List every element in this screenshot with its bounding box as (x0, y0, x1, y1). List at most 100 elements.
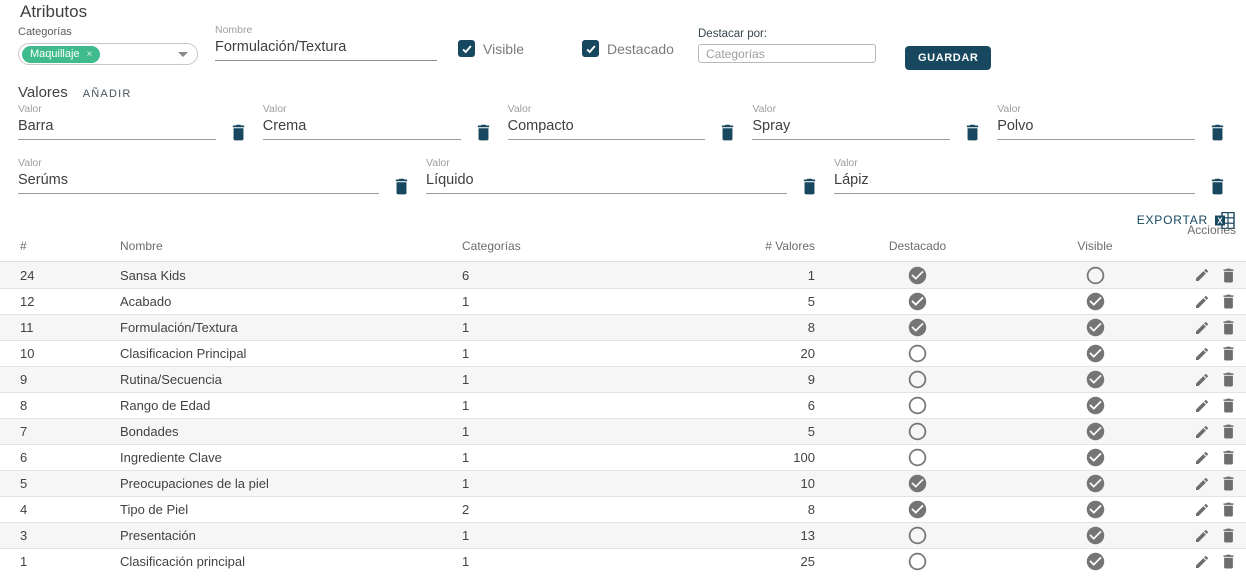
empty-circle-icon[interactable] (907, 447, 928, 468)
value-input[interactable]: Barra (18, 118, 216, 140)
check-circle-icon[interactable] (907, 317, 928, 338)
value-field-label: Valor (426, 157, 450, 169)
delete-value-icon[interactable] (1209, 177, 1226, 196)
empty-circle-icon[interactable] (907, 369, 928, 390)
edit-icon[interactable] (1194, 398, 1210, 414)
delete-icon[interactable] (1221, 527, 1236, 544)
visible-checkbox[interactable] (458, 40, 475, 57)
value-field: Valor Lápiz (834, 157, 1242, 196)
delete-icon[interactable] (1221, 449, 1236, 466)
value-input[interactable]: Compacto (507, 118, 706, 140)
save-button[interactable]: GUARDAR (905, 46, 992, 70)
row-categories: 1 (462, 372, 470, 387)
check-circle-icon[interactable] (1085, 395, 1106, 416)
delete-value-icon[interactable] (1209, 123, 1226, 142)
delete-icon[interactable] (1221, 423, 1236, 440)
row-values-count: 13 (800, 528, 815, 543)
value-input[interactable]: Spray (752, 118, 951, 140)
value-field: Valor Spray (752, 103, 997, 142)
featured-checkbox-group[interactable]: Destacado (582, 40, 674, 57)
delete-icon[interactable] (1221, 501, 1236, 518)
delete-icon[interactable] (1221, 345, 1236, 362)
delete-icon[interactable] (1221, 553, 1236, 570)
visible-checkbox-group[interactable]: Visible (458, 40, 524, 57)
check-circle-icon[interactable] (1085, 317, 1106, 338)
row-name: Preocupaciones de la piel (120, 476, 269, 491)
row-values-count: 9 (807, 372, 815, 387)
edit-icon[interactable] (1194, 476, 1210, 492)
delete-value-icon[interactable] (393, 177, 410, 196)
value-input[interactable]: Líquido (426, 172, 787, 194)
category-chip[interactable]: Maquillaje × (22, 45, 101, 63)
feature-by-input[interactable] (698, 44, 876, 63)
row-name: Formulación/Textura (120, 320, 238, 335)
edit-icon[interactable] (1194, 554, 1210, 570)
row-featured-status (815, 291, 1020, 312)
delete-icon[interactable] (1221, 397, 1236, 414)
edit-icon[interactable] (1194, 528, 1210, 544)
check-circle-icon[interactable] (907, 291, 928, 312)
edit-icon[interactable] (1194, 372, 1210, 388)
delete-icon[interactable] (1221, 371, 1236, 388)
value-input[interactable]: Serúms (18, 172, 379, 194)
check-circle-icon[interactable] (1085, 525, 1106, 546)
delete-icon[interactable] (1221, 475, 1236, 492)
table-row: 24 Sansa Kids 6 1 (0, 262, 1246, 288)
table-row: 8 Rango de Edad 1 6 (0, 392, 1246, 418)
row-categories: 1 (462, 346, 470, 361)
delete-icon[interactable] (1221, 267, 1236, 284)
edit-icon[interactable] (1194, 424, 1210, 440)
edit-icon[interactable] (1194, 267, 1210, 283)
empty-circle-icon[interactable] (907, 343, 928, 364)
row-name: Tipo de Piel (120, 502, 189, 517)
edit-icon[interactable] (1194, 450, 1210, 466)
value-input[interactable]: Crema (262, 118, 461, 140)
value-field: Valor Líquido (426, 157, 834, 196)
check-circle-icon[interactable] (1085, 551, 1106, 572)
row-name: Clasificación principal (120, 554, 245, 569)
value-field: Valor Serúms (18, 157, 426, 196)
value-input[interactable]: Lápiz (834, 172, 1195, 194)
export-button[interactable]: EXPORTAR X (0, 210, 1246, 230)
delete-value-icon[interactable] (801, 177, 818, 196)
edit-icon[interactable] (1194, 502, 1210, 518)
check-circle-icon[interactable] (1085, 499, 1106, 520)
check-circle-icon[interactable] (907, 499, 928, 520)
edit-icon[interactable] (1194, 294, 1210, 310)
name-label: Nombre (215, 24, 253, 36)
delete-value-icon[interactable] (230, 123, 247, 142)
check-icon (585, 44, 596, 53)
edit-icon[interactable] (1194, 346, 1210, 362)
edit-icon[interactable] (1194, 320, 1210, 336)
empty-circle-icon[interactable] (907, 395, 928, 416)
header-id: # (20, 239, 27, 253)
delete-value-icon[interactable] (719, 123, 736, 142)
check-circle-icon[interactable] (907, 473, 928, 494)
delete-value-icon[interactable] (964, 123, 981, 142)
delete-value-icon[interactable] (475, 123, 492, 142)
row-values-count: 5 (807, 424, 815, 439)
chip-remove-icon[interactable]: × (86, 48, 93, 60)
check-circle-icon[interactable] (1085, 421, 1106, 442)
name-input[interactable]: Formulación/Textura (215, 39, 437, 61)
values-row-2: Valor Serúms Valor Líquido Valor Lápiz (0, 157, 1246, 196)
check-circle-icon[interactable] (1085, 473, 1106, 494)
check-circle-icon[interactable] (907, 265, 928, 286)
empty-circle-icon[interactable] (907, 525, 928, 546)
add-value-button[interactable]: AÑADIR (82, 88, 132, 100)
value-input[interactable]: Polvo (997, 118, 1195, 140)
empty-circle-icon[interactable] (907, 421, 928, 442)
row-visible-status (1020, 525, 1170, 546)
empty-circle-icon[interactable] (1085, 265, 1106, 286)
check-circle-icon[interactable] (1085, 291, 1106, 312)
empty-circle-icon[interactable] (907, 551, 928, 572)
row-featured-status (815, 369, 1020, 390)
categories-select[interactable]: Maquillaje × (18, 43, 198, 65)
header-name: Nombre (120, 239, 163, 253)
check-circle-icon[interactable] (1085, 447, 1106, 468)
featured-checkbox[interactable] (582, 40, 599, 57)
delete-icon[interactable] (1221, 293, 1236, 310)
check-circle-icon[interactable] (1085, 343, 1106, 364)
check-circle-icon[interactable] (1085, 369, 1106, 390)
delete-icon[interactable] (1221, 319, 1236, 336)
